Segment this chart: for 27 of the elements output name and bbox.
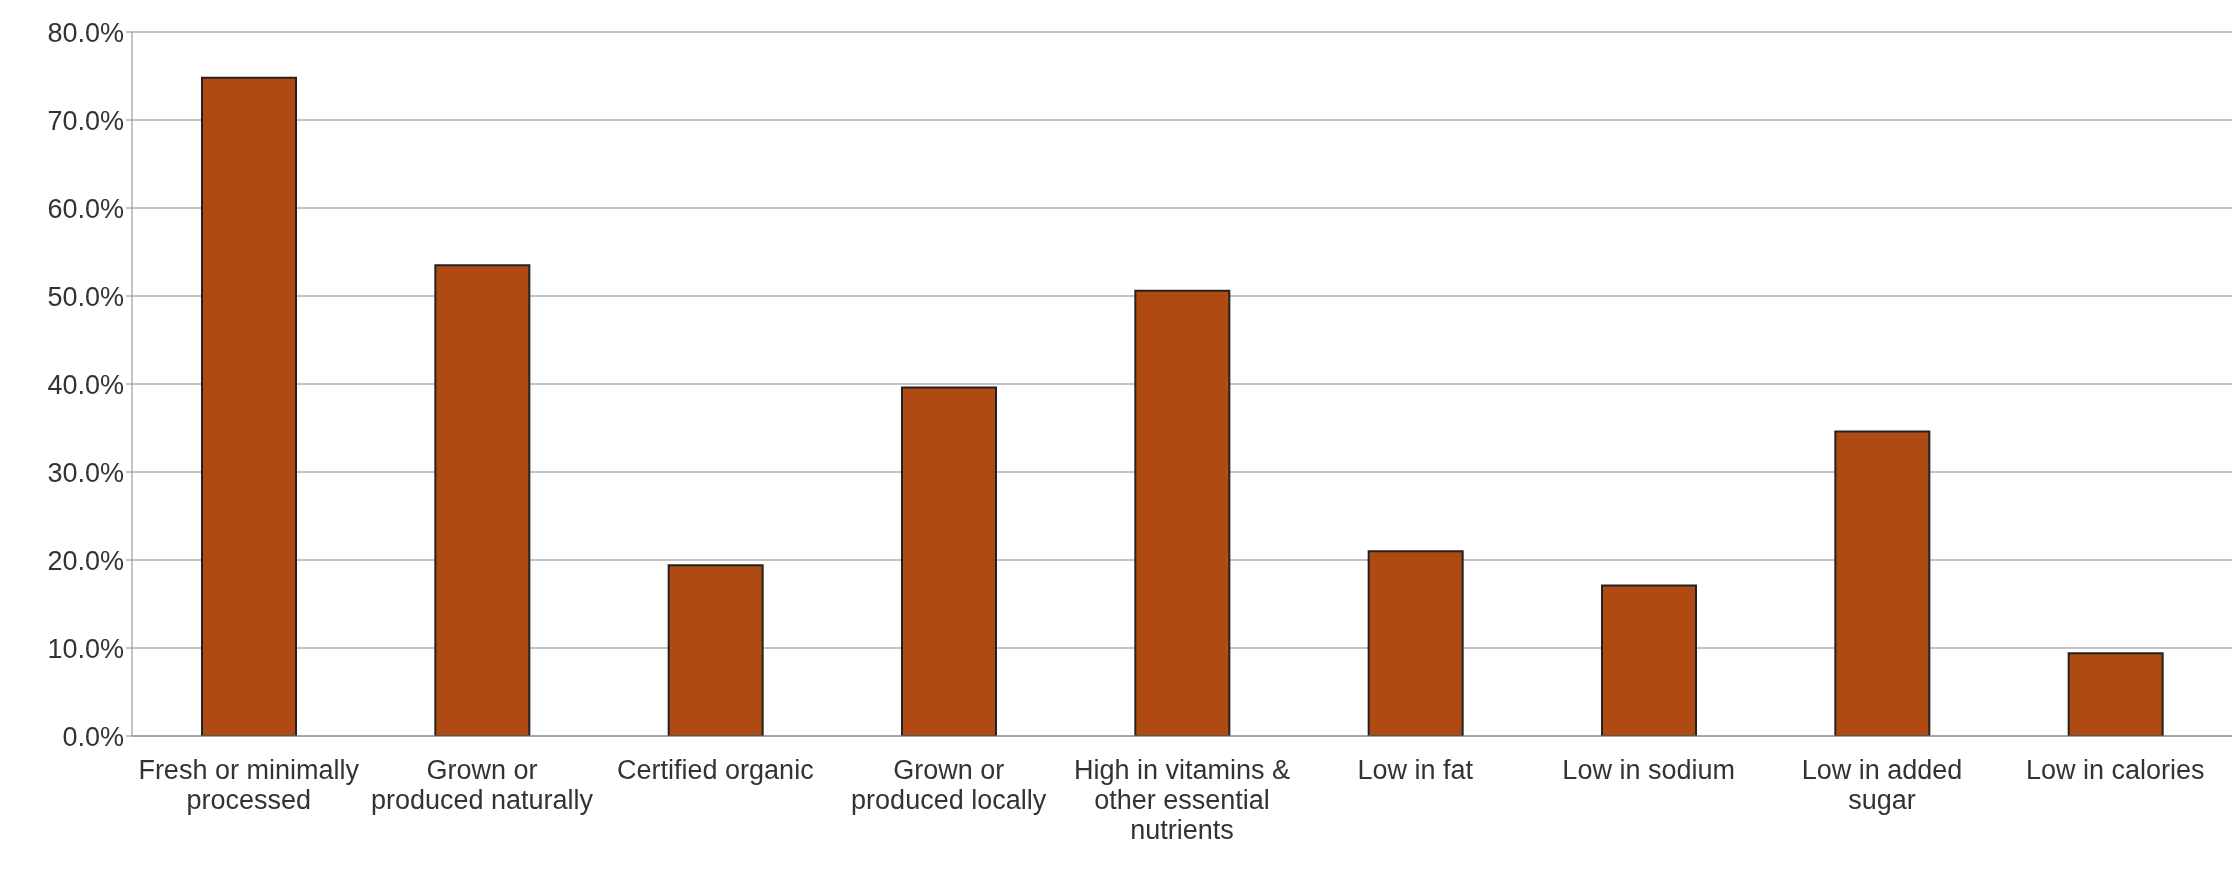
y-tick-label: 20.0% <box>47 545 124 576</box>
x-tick-label: Grown or produced locally <box>851 755 1047 815</box>
x-tick-label: Low in calories <box>2026 755 2205 785</box>
y-tick-label: 80.0% <box>47 17 124 48</box>
y-tick-label: 70.0% <box>47 105 124 136</box>
x-tick-label: Low in added sugar <box>1801 755 1963 815</box>
x-tick-label: High in vitamins & other essential nutrients <box>1073 755 1291 845</box>
bar <box>1367 550 1464 736</box>
y-tick-label: 30.0% <box>47 457 124 488</box>
bar <box>201 76 297 736</box>
bar <box>667 564 764 736</box>
bar <box>434 264 531 736</box>
x-tick-label: Certified organic <box>617 755 814 785</box>
x-tick-label: Fresh or minimally processed <box>138 755 360 815</box>
x-tick-label: Low in fat <box>1357 755 1474 785</box>
bar <box>1134 289 1231 736</box>
y-tick-label: 50.0% <box>47 281 124 312</box>
bar <box>1834 430 1931 736</box>
bar <box>901 386 997 736</box>
y-tick-label: 40.0% <box>47 369 124 400</box>
x-tick-label: Low in sodium <box>1562 755 1735 785</box>
x-tick-label: Grown or produced naturally <box>370 755 594 815</box>
y-tick-label: 10.0% <box>47 633 124 664</box>
y-tick-label: 0.0% <box>62 721 124 752</box>
bar <box>2067 652 2164 736</box>
y-tick-label: 60.0% <box>47 193 124 224</box>
bar <box>1601 584 1697 736</box>
